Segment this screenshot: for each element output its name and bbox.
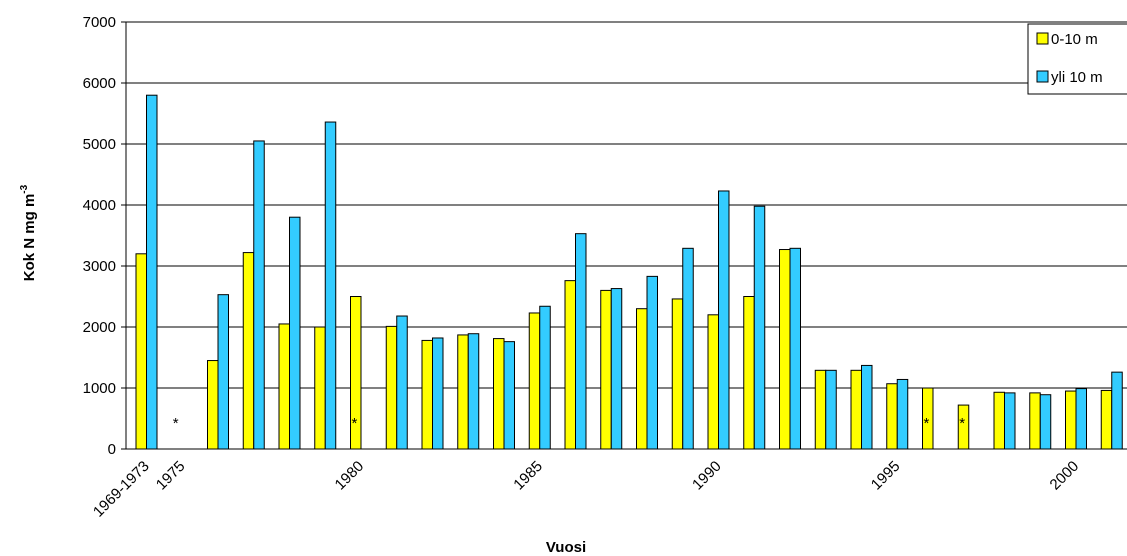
bar-s0-1999: [1029, 392, 1041, 450]
x-tick-label-1995: 1995: [868, 458, 904, 494]
bar-s0-1985: [528, 312, 541, 450]
x-tick-label-1990: 1990: [689, 458, 725, 494]
gridlines: [121, 21, 1127, 450]
bar-s1-1978: [289, 216, 301, 450]
bar-s1-1999: [1039, 394, 1052, 450]
bar-s1-1979: [324, 121, 337, 450]
x-tick-label-1975: 1975: [153, 458, 189, 494]
bar-s0-1990: [707, 314, 719, 450]
y-axis-title-superscript: -3: [19, 184, 30, 193]
bar-s1-1977: [253, 140, 265, 450]
bar-s1-1994: [861, 364, 873, 450]
bar-s1-1991: [753, 205, 766, 450]
bar-s1-1981: [396, 315, 408, 450]
y-axis-title-main: Kok N mg m: [21, 194, 38, 282]
bar-s1-1993: [825, 369, 837, 450]
bar-s0-1982: [421, 339, 433, 450]
missing-marker-1975: *: [173, 415, 179, 432]
bar-s1-2000: [1075, 388, 1087, 450]
bar-s0-1983: [457, 334, 469, 450]
bar-s0-1984: [493, 338, 505, 450]
bar-s1-1998: [1004, 392, 1016, 450]
bar-s0-1969-1973: [135, 253, 147, 450]
bar-s0-1991: [743, 296, 755, 450]
y-tick-label-1000: 1000: [83, 380, 116, 397]
bar-s1-1985: [539, 305, 551, 450]
legend-label-0-10-m: 0-10 m: [1051, 31, 1098, 48]
bar-s0-1989: [671, 298, 684, 450]
bar-s1-1983: [467, 333, 480, 450]
bar-s0-1981: [385, 325, 398, 450]
bar-s1-1976: [217, 294, 229, 450]
y-tick-labels: 0 1000 2000 3000 4000 5000 6000 7000: [83, 14, 116, 458]
bar-s0-1994: [850, 369, 862, 450]
bar-s0-1988: [636, 308, 648, 450]
bar-s1-2001: [1111, 371, 1123, 450]
bar-s0-1992: [779, 249, 791, 450]
legend-label-yli-10-m: yli 10 m: [1051, 69, 1103, 86]
bar-s1-1989: [682, 247, 694, 450]
y-tick-label-3000: 3000: [83, 258, 116, 275]
x-tick-label-2000: 2000: [1047, 458, 1083, 494]
bar-s1-1990: [718, 190, 730, 450]
x-tick-label-1980: 1980: [332, 458, 368, 494]
bar-s1-1986: [575, 233, 587, 450]
bar-s0-2000: [1065, 390, 1077, 450]
bar-s0-1976: [207, 360, 219, 450]
legend-swatch-yli-10-m: [1036, 70, 1049, 83]
bar-s1-1982: [432, 337, 444, 450]
y-tick-label-4000: 4000: [83, 197, 116, 214]
bar-s1-1995: [896, 378, 909, 450]
x-axis-title: Vuosi: [546, 539, 586, 556]
x-tick-label-1985: 1985: [510, 458, 546, 494]
y-axis-title: Kok N mg m-3: [19, 184, 38, 281]
y-tick-label-6000: 6000: [83, 75, 116, 92]
legend: 0-10 m yli 10 m: [1027, 23, 1127, 95]
bar-s0-1995: [886, 383, 898, 450]
x-tick-labels: 1969-1973 1975 1980 1985 1990 1995 2000: [90, 458, 1082, 521]
bar-s1-1969-1973: [146, 94, 158, 450]
x-tick-label-1969-1973: 1969-1973: [90, 458, 153, 521]
y-tick-label-2000: 2000: [83, 319, 116, 336]
bar-s0-1993: [814, 369, 827, 450]
missing-marker-1980: *: [351, 415, 357, 432]
bar-s1-1987: [610, 288, 623, 450]
bar-s1-1988: [646, 275, 658, 450]
bar-s0-1978: [278, 323, 290, 450]
missing-marker-1997: *: [959, 415, 965, 432]
bar-s0-1986: [564, 280, 576, 450]
missing-marker-1996: *: [923, 415, 929, 432]
y-tick-label-5000: 5000: [83, 136, 116, 153]
bar-s0-2001: [1100, 389, 1113, 450]
y-tick-label-7000: 7000: [83, 14, 116, 31]
y-tick-label-0: 0: [108, 441, 116, 458]
missing-data-markers: * * * *: [173, 415, 966, 432]
axes: [125, 22, 1127, 450]
bar-s0-1998: [993, 391, 1005, 450]
bar-s0-1987: [600, 289, 612, 450]
bars: [135, 94, 1123, 450]
legend-swatch-0-10-m: [1036, 32, 1049, 45]
bar-s1-1984: [503, 341, 515, 450]
bar-s0-1979: [314, 326, 326, 450]
bar-s0-1977: [242, 252, 255, 450]
bar-s1-1992: [789, 247, 801, 450]
